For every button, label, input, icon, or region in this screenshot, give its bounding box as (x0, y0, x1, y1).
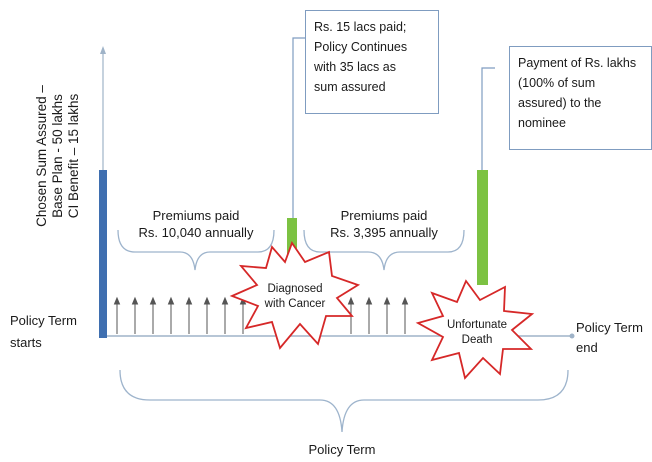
death-line-1: Unfortunate (446, 319, 508, 331)
death-payout-line-4: nominee (518, 116, 566, 130)
death-payout-line-1: Payment of Rs. lakhs (518, 56, 637, 70)
term-start-line-2: starts (10, 335, 42, 350)
term-end-line-1: Policy Term (576, 320, 643, 335)
death-payout-callout: Payment of Rs. lakhs (100% of sum assure… (509, 46, 652, 150)
premiums-2-line-1: Premiums paid (340, 208, 428, 223)
death-payout-line-3: assured) to the (518, 96, 602, 110)
term-end-line-2: end (576, 340, 598, 355)
sum-assured-line-2: Base Plan - 50 lakhs (50, 94, 65, 218)
sum-assured-line-3: CI Benefit – 15 lakhs (66, 93, 81, 219)
policy-term-brace (119, 369, 569, 433)
premiums-1-line-1: Premiums paid (152, 208, 240, 223)
cancer-line-1: Diagnosed (267, 283, 323, 295)
sum-assured-label: Chosen Sum Assured – Base Plan - 50 lakh… (34, 66, 86, 246)
ci-payout-callout: Rs. 15 lacs paid; Policy Continues with … (305, 10, 439, 114)
death-payout-line-2: (100% of sum (518, 76, 596, 90)
death-benefit-bar (477, 170, 488, 285)
policy-term-label: Policy Term (308, 442, 376, 457)
premium-arrows-2 (347, 296, 409, 334)
sum-assured-bar (99, 170, 107, 338)
cancer-starburst-label: Diagnosed with Cancer (258, 282, 332, 312)
premiums-1-line-2: Rs. 10,040 annually (138, 225, 254, 240)
death-starburst (415, 279, 535, 380)
callout-1-connector (292, 37, 305, 218)
policy-term-end-label: Policy Term end (576, 318, 652, 358)
vertical-axis-arrowhead (100, 46, 106, 54)
premiums-2-line-2: Rs. 3,395 annually (330, 225, 438, 240)
cancer-line-2: with Cancer (264, 298, 326, 310)
death-line-2: Death (461, 334, 493, 346)
ci-payout-line-1: Rs. 15 lacs paid; (314, 20, 407, 34)
sum-assured-line-1: Chosen Sum Assured – (34, 85, 49, 227)
premiums-2-label: Premiums paid Rs. 3,395 annually (304, 207, 464, 241)
ci-payout-line-2: Policy Continues (314, 40, 408, 54)
ci-payout-line-3: with 35 lacs as (314, 60, 396, 74)
death-starburst-label: Unfortunate Death (440, 318, 514, 348)
premiums-1-label: Premiums paid Rs. 10,040 annually (118, 207, 274, 241)
ci-payout-line-4: sum assured (314, 80, 386, 94)
cancer-starburst (229, 241, 361, 350)
premiums-2-brace (303, 229, 465, 271)
callout-2-connector (481, 67, 495, 170)
policy-term-start-label: Policy Term starts (10, 310, 100, 354)
premiums-1-brace (117, 229, 275, 271)
timeline-end-dot (569, 333, 575, 339)
premium-arrows-1 (113, 296, 247, 334)
term-start-line-1: Policy Term (10, 313, 77, 328)
